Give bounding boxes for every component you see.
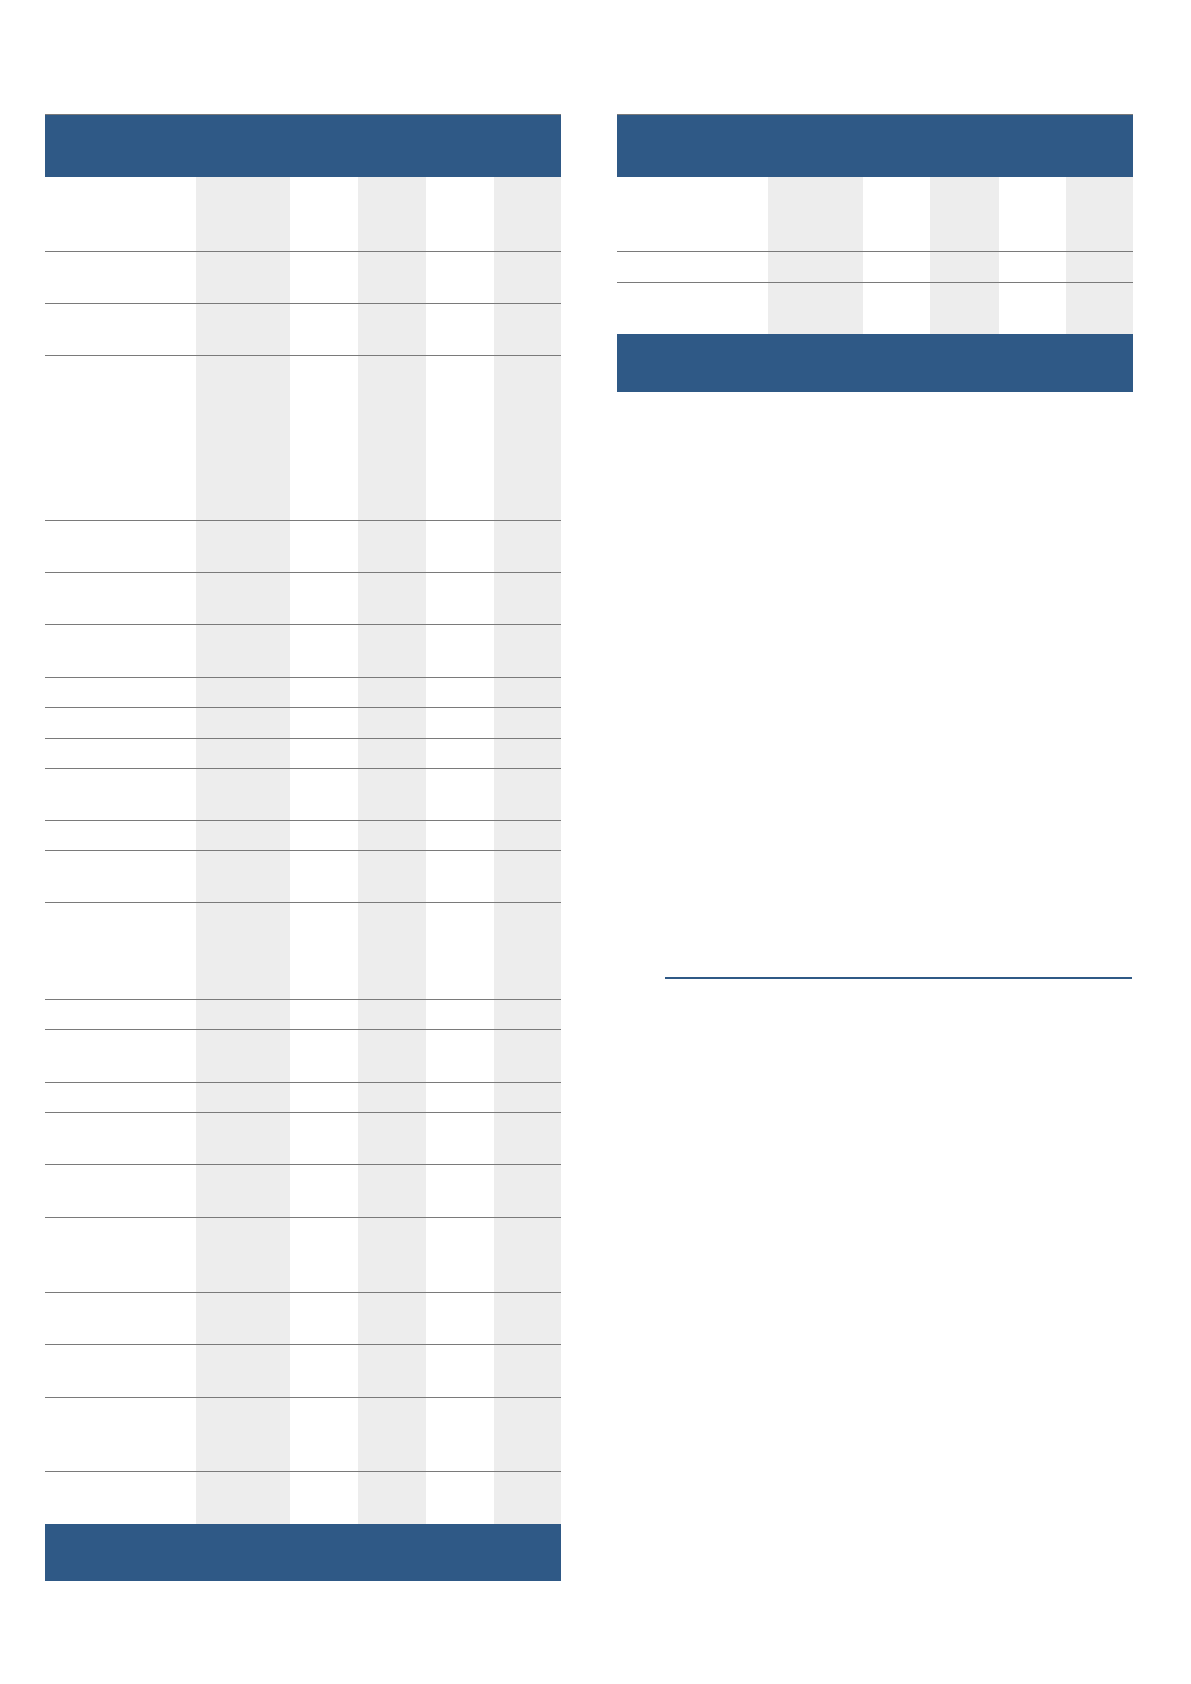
row-divider — [617, 251, 1133, 252]
row-divider — [45, 251, 561, 252]
row-divider — [45, 1344, 561, 1345]
table-header — [45, 114, 561, 177]
row-divider — [45, 820, 561, 821]
accent-rule — [665, 977, 1132, 979]
row-divider — [45, 520, 561, 521]
row-divider — [45, 902, 561, 903]
row-divider — [45, 1471, 561, 1472]
shaded-column — [930, 176, 999, 334]
row-divider — [45, 355, 561, 356]
row-divider — [45, 1397, 561, 1398]
right-table — [617, 114, 1133, 392]
row-divider — [45, 999, 561, 1000]
row-divider — [45, 738, 561, 739]
table-footer — [45, 1524, 561, 1581]
row-divider — [45, 850, 561, 851]
left-table — [45, 114, 561, 1581]
row-divider — [45, 572, 561, 573]
row-divider — [45, 677, 561, 678]
row-divider — [45, 1164, 561, 1165]
shaded-column — [768, 176, 863, 334]
row-divider — [45, 768, 561, 769]
row-divider — [45, 1217, 561, 1218]
shaded-column — [1066, 176, 1133, 334]
row-divider — [45, 303, 561, 304]
table-footer — [617, 334, 1133, 392]
row-divider — [45, 1029, 561, 1030]
row-divider — [45, 1112, 561, 1113]
row-divider — [45, 1292, 561, 1293]
row-divider — [45, 624, 561, 625]
table-header — [617, 114, 1133, 177]
row-divider — [45, 707, 561, 708]
row-divider — [45, 1082, 561, 1083]
row-divider — [617, 282, 1133, 283]
